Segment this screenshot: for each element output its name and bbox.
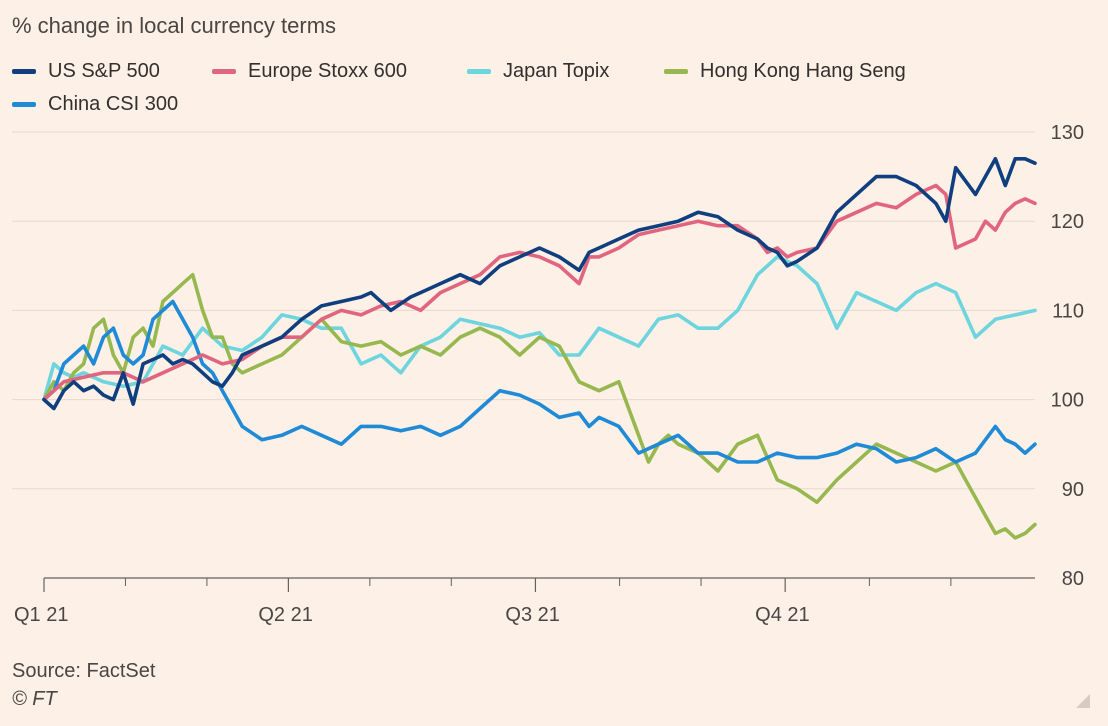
ft-credit: © FT: [12, 688, 57, 710]
legend-swatch-csi300: [12, 102, 36, 107]
legend-swatch-stoxx600: [212, 69, 236, 74]
legend-swatch-topix: [467, 69, 491, 74]
legend-label-hangseng: Hong Kong Hang Seng: [700, 60, 906, 82]
series-line-csi300: [42, 299, 1037, 464]
x-tick-label: Q1 21: [14, 604, 68, 626]
chart-subtitle: % change in local currency terms: [12, 13, 337, 38]
y-tick-label: 80: [1062, 568, 1084, 590]
series-line-hangseng: [42, 272, 1037, 540]
legend-item-csi300: China CSI 300: [12, 93, 178, 116]
legend-item-hangseng: Hong Kong Hang Seng: [664, 60, 906, 83]
x-tick-label: Q3 21: [505, 604, 559, 626]
legend-label-sp500: US S&P 500: [48, 60, 160, 82]
y-tick-label: 100: [1051, 390, 1084, 412]
legend-swatch-hangseng: [664, 69, 688, 74]
legend-item-sp500: US S&P 500: [12, 60, 160, 83]
source-note: Source: FactSet: [12, 660, 156, 682]
x-tick-label: Q2 21: [258, 604, 312, 626]
legend-label-topix: Japan Topix: [503, 60, 610, 82]
legend-label-stoxx600: Europe Stoxx 600: [248, 60, 407, 82]
series-line-sp500: [42, 157, 1037, 411]
resize-corner-icon: [1076, 694, 1090, 708]
y-tick-label: 110: [1052, 300, 1084, 322]
y-tick-label: 120: [1051, 211, 1084, 233]
x-tick-label: Q4 21: [755, 604, 809, 626]
legend-item-stoxx600: Europe Stoxx 600: [212, 60, 407, 83]
series-line-stoxx600: [42, 183, 1037, 402]
y-tick-label: 130: [1051, 122, 1084, 144]
series-line-topix: [42, 255, 1037, 402]
y-tick-label: 90: [1062, 479, 1084, 501]
legend-label-csi300: China CSI 300: [48, 93, 179, 115]
legend-item-topix: Japan Topix: [467, 60, 609, 83]
legend-swatch-sp500: [12, 69, 36, 74]
